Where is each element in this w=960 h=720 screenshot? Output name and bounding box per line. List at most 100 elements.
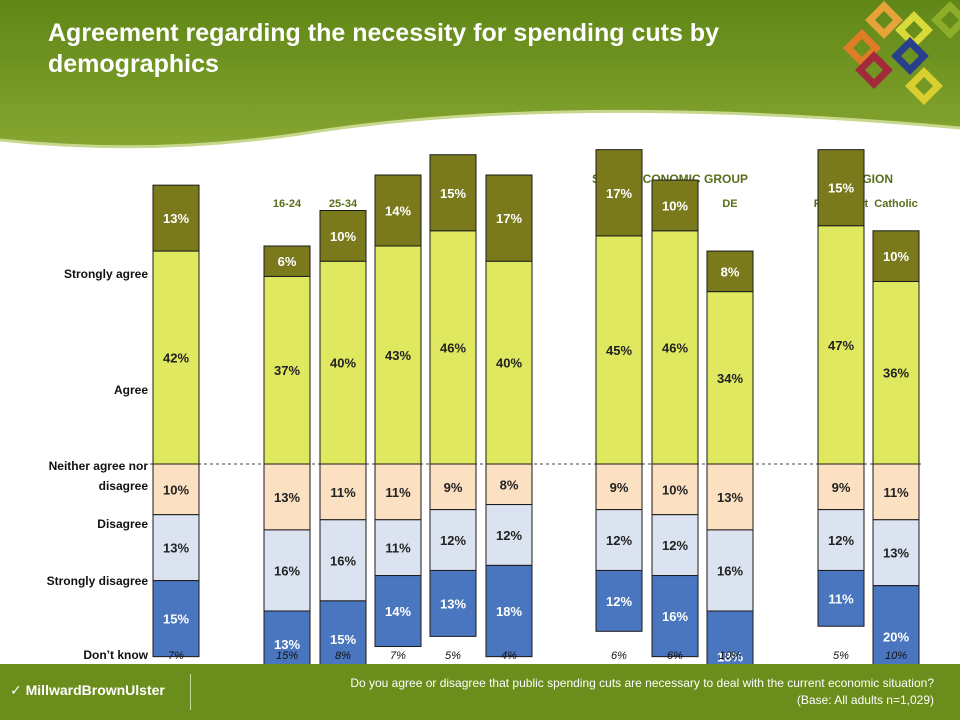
data-label-agree: 37% xyxy=(274,363,300,378)
data-label-strongly-agree: 17% xyxy=(496,211,522,226)
brand-logo: ✓ MillwardBrownUlster xyxy=(10,682,165,699)
data-label-strongly-disagree: 18% xyxy=(717,650,743,664)
column-label: 16-24 xyxy=(272,198,302,210)
data-label-strongly-disagree: 20% xyxy=(883,629,909,644)
row-label-neither-2: disagree xyxy=(98,479,148,493)
data-label-agree: 40% xyxy=(330,356,356,371)
bar-segment-strongly-agree xyxy=(706,250,754,293)
data-label-strongly-agree: 15% xyxy=(440,186,466,201)
row-label-neither-1: Neither agree nor xyxy=(48,459,148,473)
bar-segment-neither xyxy=(817,463,865,511)
dont-know-value: 6% xyxy=(611,650,627,662)
bar-segment-agree xyxy=(817,225,865,465)
data-label-agree: 40% xyxy=(496,356,522,371)
header-banner: Agreement regarding the necessity for sp… xyxy=(0,0,960,150)
bar-segment-disagree xyxy=(706,529,754,612)
column-label: 25-34 xyxy=(328,198,358,210)
data-label-agree: 47% xyxy=(828,338,854,353)
dont-know-value: 8% xyxy=(335,650,351,662)
data-label-disagree: 16% xyxy=(330,553,356,568)
row-label-strongly-disagree: Strongly disagree xyxy=(46,574,148,588)
data-label-agree: 36% xyxy=(883,366,909,381)
data-label-strongly-disagree: 11% xyxy=(828,591,854,606)
data-label-disagree: 12% xyxy=(496,528,522,543)
row-label-strongly-agree: Strongly agree xyxy=(63,267,148,281)
bar-segment-strongly-disagree xyxy=(651,575,699,658)
data-label-neither: 11% xyxy=(883,485,909,500)
data-label-neither: 11% xyxy=(330,485,356,500)
data-label-strongly-disagree: 13% xyxy=(274,637,300,652)
page-title: Agreement regarding the necessity for sp… xyxy=(48,19,719,78)
data-label-strongly-disagree: 15% xyxy=(330,632,356,647)
data-label-disagree: 12% xyxy=(828,533,854,548)
data-label-neither: 9% xyxy=(444,480,463,495)
stacked-bar-chart: 42%13%10%13%15%37%6%13%16%13%40%10%11%16… xyxy=(150,149,922,664)
data-label-disagree: 12% xyxy=(440,533,466,548)
footer-question: Do you agree or disagree that public spe… xyxy=(214,675,934,709)
data-label-strongly-agree: 6% xyxy=(278,254,297,269)
bar-segment-agree xyxy=(319,260,367,465)
bar-segment-disagree xyxy=(374,519,422,577)
data-label-strongly-disagree: 16% xyxy=(662,609,688,624)
bar-segment-disagree xyxy=(429,509,477,571)
data-label-disagree: 11% xyxy=(385,541,411,556)
bar-segment-strongly-disagree xyxy=(263,610,311,664)
bar-segment-strongly-disagree xyxy=(374,575,422,648)
bar-segment-strongly-disagree xyxy=(872,585,920,664)
dont-know-value: 10% xyxy=(718,650,742,662)
bar-segment-disagree xyxy=(319,519,367,602)
data-label-disagree: 12% xyxy=(662,538,688,553)
bar-segment-strongly-agree xyxy=(817,149,865,227)
data-label-neither: 9% xyxy=(832,480,851,495)
data-label-neither: 9% xyxy=(610,480,629,495)
brand-separator xyxy=(190,674,191,710)
bar-segment-neither xyxy=(374,463,422,521)
data-label-agree: 34% xyxy=(717,371,743,386)
brand-check-icon: ✓ xyxy=(10,682,26,698)
data-label-agree: 43% xyxy=(385,348,411,363)
data-label-strongly-agree: 10% xyxy=(662,198,688,213)
bar-segment-strongly-disagree xyxy=(595,569,643,632)
bar-segment-disagree xyxy=(817,509,865,571)
row-label-dont-know: Don’t know xyxy=(83,648,148,662)
base-text: (Base: All adults n=1,029) xyxy=(796,693,934,707)
hearts-logo-icon xyxy=(843,1,960,105)
bar-segment-disagree xyxy=(263,529,311,612)
data-label-strongly-agree: 10% xyxy=(330,229,356,244)
bar-segment-agree xyxy=(706,291,754,465)
bar-segment-strongly-disagree xyxy=(706,610,754,664)
data-label-strongly-agree: 15% xyxy=(828,181,854,196)
footer-bar: ✓ MillwardBrownUlster Do you agree or di… xyxy=(0,664,960,720)
bar-segment-disagree xyxy=(651,514,699,577)
header-background xyxy=(0,0,960,149)
data-label-disagree: 13% xyxy=(163,541,189,556)
bar-segment-neither xyxy=(263,463,311,531)
bar-segment-strongly-disagree xyxy=(319,600,367,664)
bar-segment-strongly-agree xyxy=(319,210,367,262)
brand-name: MillwardBrownUlster xyxy=(25,682,165,698)
column-label: Catholic xyxy=(874,198,918,210)
data-label-agree: 46% xyxy=(440,340,466,355)
data-label-strongly-agree: 13% xyxy=(163,211,189,226)
data-label-strongly-disagree: 15% xyxy=(163,612,189,627)
dont-know-value: 15% xyxy=(275,650,299,662)
bar-segment-strongly-agree xyxy=(429,154,477,232)
dont-know-value: 4% xyxy=(501,650,517,662)
data-label-neither: 11% xyxy=(385,485,411,500)
data-label-strongly-disagree: 12% xyxy=(606,594,632,609)
dont-know-value: 5% xyxy=(445,650,461,662)
row-label-disagree: Disagree xyxy=(97,517,148,531)
bar-segment-neither xyxy=(485,463,533,506)
bar-segment-strongly-disagree xyxy=(152,580,200,658)
data-label-disagree: 16% xyxy=(274,563,300,578)
bar-segment-strongly-agree xyxy=(485,174,533,262)
data-label-disagree: 12% xyxy=(606,533,632,548)
column-label: DE xyxy=(722,198,738,210)
dont-know-value: 10% xyxy=(884,650,908,662)
data-label-strongly-agree: 10% xyxy=(883,249,909,264)
bar-segment-strongly-disagree xyxy=(485,564,533,658)
data-label-strongly-agree: 17% xyxy=(606,186,632,201)
data-label-neither: 10% xyxy=(163,482,189,497)
question-text: Do you agree or disagree that public spe… xyxy=(350,676,934,690)
data-label-strongly-agree: 8% xyxy=(721,264,740,279)
